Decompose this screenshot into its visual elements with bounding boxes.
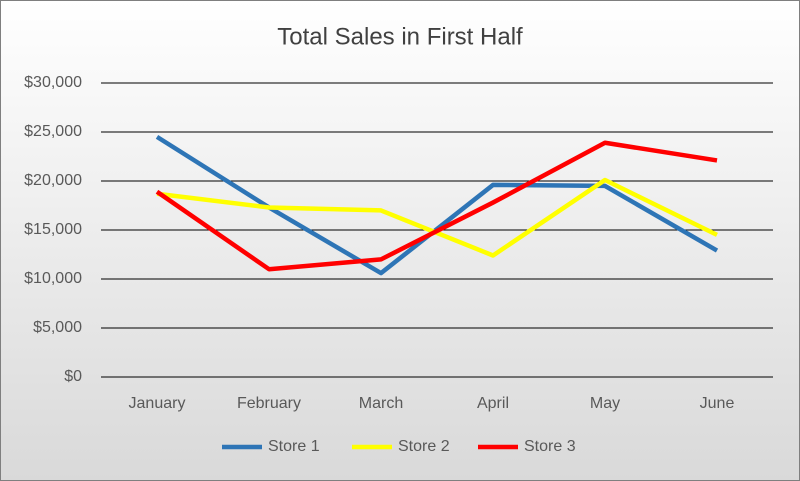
legend-label: Store 3: [524, 438, 576, 455]
y-tick-label: $25,000: [24, 123, 82, 140]
x-tick-label: January: [129, 395, 186, 412]
chart-title: Total Sales in First Half: [277, 23, 523, 50]
x-tick-label: May: [590, 395, 620, 412]
legend-label: Store 2: [398, 438, 450, 455]
y-tick-label: $30,000: [24, 74, 82, 91]
y-tick-label: $10,000: [24, 270, 82, 287]
y-tick-label: $0: [64, 368, 82, 385]
y-tick-label: $5,000: [33, 319, 82, 336]
y-tick-label: $20,000: [24, 172, 82, 189]
y-tick-label: $15,000: [24, 221, 82, 238]
x-tick-label: March: [359, 395, 403, 412]
x-tick-label: February: [237, 395, 301, 412]
legend-label: Store 1: [268, 438, 320, 455]
x-tick-label: June: [700, 395, 735, 412]
x-tick-label: April: [477, 395, 509, 412]
series-line: [155, 140, 718, 272]
